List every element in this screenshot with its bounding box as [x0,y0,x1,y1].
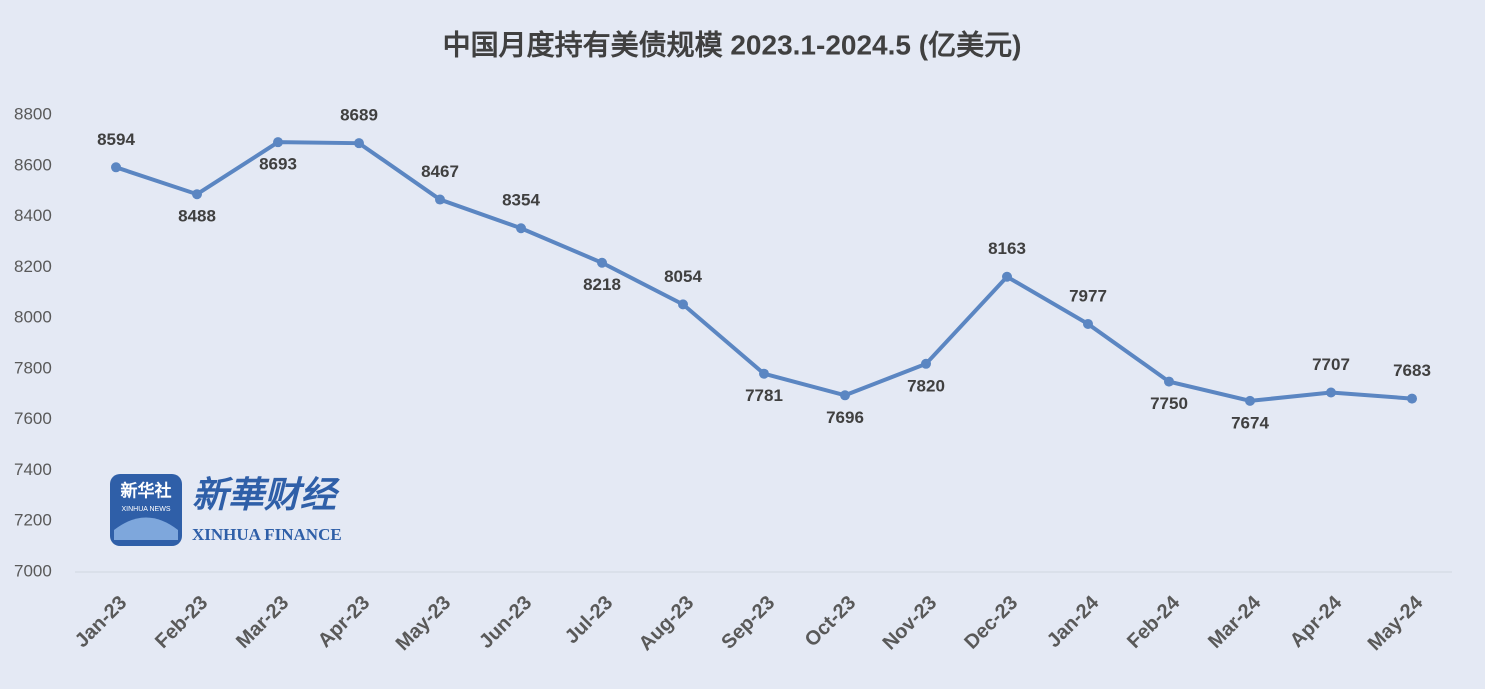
point [1245,395,1255,406]
data-label: 8218 [583,275,621,294]
data-label: 8488 [178,207,216,226]
data-label: 7781 [745,386,783,405]
chart-title: 中国月度持有美债规模 2023.1-2024.5 (亿美元) [443,29,1022,60]
logo-globe [114,517,178,540]
y-tick-label: 7400 [14,460,52,479]
data-label: 7696 [826,408,864,427]
y-tick-label: 7200 [14,511,52,530]
data-label: 8467 [421,162,459,181]
y-tick-label: 8200 [14,257,52,276]
y-tick-label: 8400 [14,206,52,225]
point [1083,318,1093,329]
point [354,138,364,149]
y-tick-label: 8000 [14,308,52,327]
point [1164,376,1174,387]
y-tick-label: 7800 [14,358,52,377]
y-tick-label: 7000 [14,561,52,580]
logo-text: 新華财经 [192,474,340,516]
data-label: 7707 [1312,355,1350,374]
point [597,257,607,268]
logo: 新华社 XINHUA NEWS 新華财经 XINHUA FINANCE [110,474,342,546]
data-label: 8594 [97,130,135,149]
data-label: 7683 [1393,361,1431,380]
point [273,137,283,148]
point [1002,271,1012,282]
logo-text: 新华社 [121,480,172,500]
data-label: 7674 [1231,413,1269,432]
point [1326,387,1336,398]
point [1407,393,1417,404]
point [516,223,526,234]
data-label: 8693 [259,155,297,174]
point [192,189,202,200]
point [111,162,121,173]
data-label: 8054 [664,267,702,286]
point [678,299,688,310]
logo-text: XINHUA FINANCE [192,525,342,544]
data-label: 8689 [340,106,378,125]
point [435,194,445,205]
data-label: 7977 [1069,286,1107,305]
point [759,368,769,379]
data-label: 7750 [1150,394,1188,413]
point [840,390,850,401]
y-tick-label: 7600 [14,409,52,428]
y-tick-label: 8800 [14,104,52,123]
point [921,358,931,369]
data-label: 8163 [988,239,1026,258]
data-label: 7820 [907,376,945,395]
y-tick-label: 8600 [14,155,52,174]
data-label: 8354 [502,191,540,210]
logo-text: XINHUA NEWS [121,506,170,513]
